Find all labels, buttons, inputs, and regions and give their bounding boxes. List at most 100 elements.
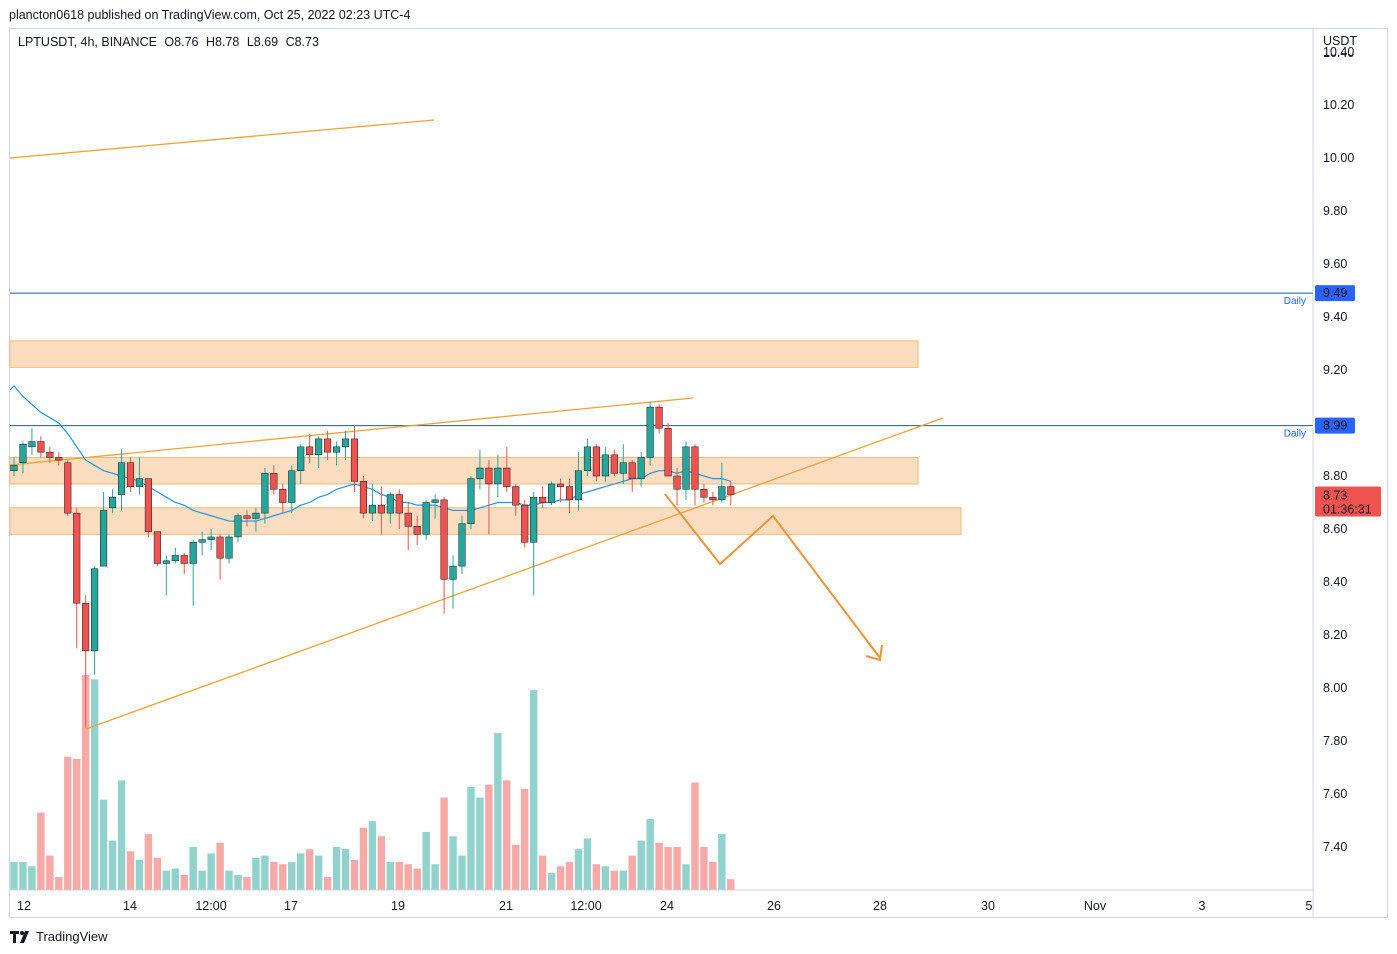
publish-line: plancton0618 published on TradingView.co… [9,8,411,22]
candle-body [144,478,152,532]
candle-body [350,438,359,482]
volume-bar [386,862,395,890]
volume-bar [547,872,556,890]
volume-bar [601,866,610,890]
candle-body [46,451,54,458]
volume-bar [538,855,547,890]
candle [37,436,45,458]
level-price-badge-text: 8.99 [1323,419,1347,433]
projection-path-arrow [664,493,881,659]
last-price-value: 8.73 [1323,489,1347,503]
candle [548,481,556,506]
volume-bar [413,868,421,890]
candle-body [225,536,233,559]
price-tick-label: 9.40 [1323,310,1347,324]
legend-low: L8.69 [246,35,279,49]
candle-countdown: 01:36:31 [1323,503,1372,517]
candle-body [261,473,269,514]
time-tick-label: Nov [1084,899,1107,913]
candle [377,486,385,535]
time-tick-label: 12:00 [195,899,226,913]
candle-body [548,483,556,503]
candle-body [539,496,547,503]
candle-body [494,467,502,485]
candle [261,468,269,524]
price-tick-label: 7.60 [1323,787,1347,801]
candle [458,515,466,575]
volume-bar [449,836,457,890]
price-tick-label: 8.80 [1323,469,1347,483]
candle-body [91,568,99,652]
volume-bar [279,864,287,890]
candle-body [126,462,135,487]
price-axis-currency-label: USDT [1323,34,1357,48]
candle-body [180,555,188,564]
supply-demand-zone [9,340,919,368]
candle-body [117,462,126,495]
candle [592,444,600,482]
candle [234,513,242,543]
candle [601,446,609,482]
volume-bar [46,855,54,890]
candle-body [413,526,421,535]
candle-body [37,441,45,453]
candle-body [100,510,108,567]
candle [19,441,27,474]
volume-bar [718,834,726,890]
volume-bar [270,862,278,890]
candle-body [700,489,708,498]
volume-bar [628,855,636,890]
time-tick-label: 12:00 [570,899,601,913]
candle [404,502,412,551]
moving-average-layer [9,385,731,522]
candle [10,457,18,476]
level-price-badge [1315,285,1355,302]
candle-body [189,542,197,564]
candle-body [431,499,439,503]
time-tick-label: 17 [284,899,298,913]
candle [100,491,108,567]
price-tick-label: 8.20 [1323,628,1347,642]
candle-body [530,496,538,543]
volume-bar [64,756,72,890]
candle-body [171,555,179,562]
candle-body [135,478,143,487]
price-tick-label: 9.60 [1323,257,1347,271]
candle [386,491,394,524]
volume-bar [458,855,466,890]
time-tick-label: 3 [1199,899,1206,913]
volume-bar [529,690,538,890]
candle-body [682,446,690,490]
candle [324,430,332,461]
tradingview-brand[interactable]: TradingView [10,929,108,944]
volume-bar [207,853,215,890]
candle-body [565,486,574,501]
volume-bar [341,849,350,890]
candle [646,401,654,466]
volume-bar [297,853,305,890]
last-price-badge [1315,486,1381,517]
volume-bar [655,842,663,890]
candle [521,499,529,548]
candle-body [673,475,681,490]
candle [46,446,54,463]
level-tag-label: Daily [1284,296,1306,307]
candle [485,460,493,535]
candle-body [583,446,591,471]
volume-bar [252,857,260,890]
candle [727,481,735,506]
candle-body [476,467,484,479]
candle [395,489,403,529]
volume-bar [556,866,565,890]
volume-bar [467,786,475,890]
candle-body [324,438,332,453]
volume-bar [422,831,430,890]
candle [73,507,81,649]
volume-bar [359,827,368,890]
volume-bar [619,870,627,890]
candle [449,555,457,609]
time-tick-label: 21 [499,899,513,913]
candle-body [19,443,27,464]
volume-bar [73,758,81,890]
